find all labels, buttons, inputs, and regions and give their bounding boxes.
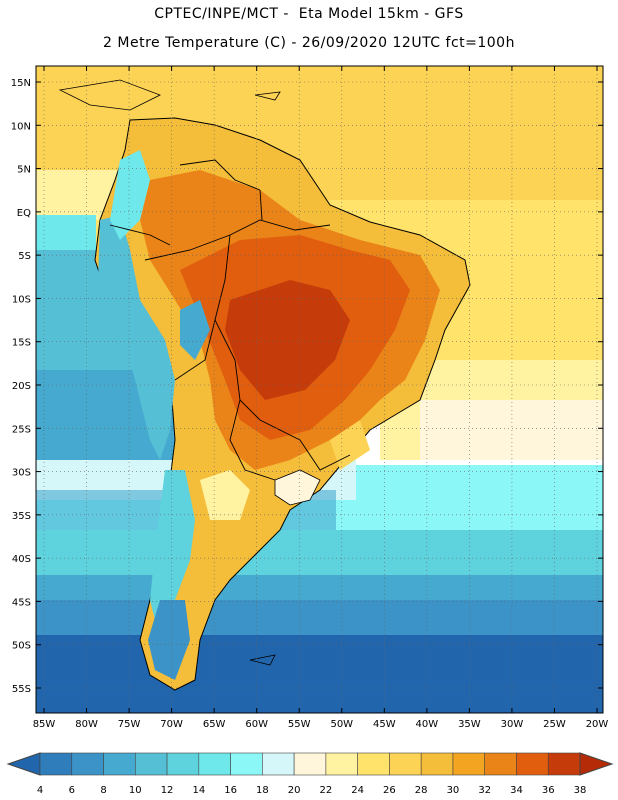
legend-label: 12: [161, 785, 174, 796]
legend-swatch: [262, 752, 295, 776]
title-variable-line: 2 Metre Temperature (C) - 26/09/2020 12U…: [103, 35, 515, 51]
legend-label: 30: [447, 785, 460, 796]
legend-swatch: [547, 752, 581, 776]
lon-label: 80W: [75, 719, 98, 730]
lon-label: 55W: [288, 719, 311, 730]
legend-swatch: [484, 752, 517, 776]
legend-label: 26: [383, 785, 396, 796]
legend-arrow-high: [579, 752, 614, 776]
legend-swatch: [420, 752, 454, 776]
legend-label: 24: [351, 785, 364, 796]
legend-label: 28: [415, 785, 428, 796]
legend-swatch: [71, 752, 104, 776]
lat-label: 40S: [12, 554, 31, 565]
legend-swatch: [516, 752, 549, 776]
legend-label: 10: [129, 785, 142, 796]
land-south-america: [94, 117, 471, 691]
lon-label: 30W: [501, 719, 524, 730]
legend-label: 8: [100, 785, 106, 796]
lat-label: 25S: [12, 424, 31, 435]
lon-label: 50W: [330, 719, 353, 730]
legend-swatch: [357, 752, 390, 776]
lon-label: 35W: [458, 719, 481, 730]
lon-label: 25W: [543, 719, 566, 730]
legend-label: 36: [542, 785, 555, 796]
legend-swatch: [198, 752, 231, 776]
lat-label: 10S: [12, 294, 31, 305]
lat-label: 30S: [12, 468, 31, 479]
legend-swatch: [39, 752, 73, 776]
temperature-map: 15N 10N 5N EQ 5S 10S 15S 20S 25S 30S 35S…: [11, 65, 609, 730]
legend-swatch: [166, 752, 200, 776]
lon-label: 70W: [160, 719, 183, 730]
legend-label: 16: [224, 785, 237, 796]
legend-swatches: [6, 752, 614, 776]
lat-lon-grid: [36, 66, 603, 713]
legend-swatch: [389, 752, 422, 776]
islands: [58, 79, 281, 666]
lon-label: 20W: [586, 719, 609, 730]
lat-label: 15S: [12, 338, 31, 349]
legend-swatch: [134, 752, 168, 776]
lat-label: 35S: [12, 511, 31, 522]
legend-swatch: [325, 752, 358, 776]
legend-swatch: [452, 752, 486, 776]
lon-label: 40W: [416, 719, 439, 730]
longitude-labels: 85W 80W 75W 70W 65W 60W 55W 50W 45W 40W …: [33, 719, 609, 730]
legend-label: 4: [37, 785, 43, 796]
legend-label: 20: [288, 785, 301, 796]
lat-label: 10N: [11, 121, 31, 132]
legend-arrow-low: [6, 752, 41, 776]
lat-label: 5S: [18, 251, 31, 262]
legend-label: 38: [574, 785, 587, 796]
color-scale-legend: 4 6 8 10 12 14 16 18 20 22 24 26 28 30 3…: [6, 752, 614, 796]
legend-label: 32: [478, 785, 491, 796]
legend-swatch: [230, 752, 263, 776]
legend-label: 18: [256, 785, 269, 796]
axis-ticks: [36, 66, 603, 713]
lat-label: 5N: [17, 165, 31, 176]
legend-label: 6: [69, 785, 75, 796]
lat-label: 55S: [12, 684, 31, 695]
lon-label: 65W: [203, 719, 226, 730]
legend-label: 14: [192, 785, 205, 796]
lat-label: 50S: [12, 641, 31, 652]
legend-labels: 4 6 8 10 12 14 16 18 20 22 24 26 28 30 3…: [37, 785, 587, 796]
lon-label: 45W: [373, 719, 396, 730]
legend-swatch: [293, 752, 327, 776]
legend-label: 34: [510, 785, 523, 796]
title-model-line: CPTEC/INPE/MCT - Eta Model 15km - GFS: [154, 6, 464, 22]
lat-label: 15N: [11, 78, 31, 89]
legend-swatch: [103, 752, 136, 776]
lat-label: EQ: [17, 208, 31, 219]
legend-label: 22: [320, 785, 333, 796]
lat-label: 20S: [12, 381, 31, 392]
lon-label: 60W: [245, 719, 268, 730]
latitude-labels: 15N 10N 5N EQ 5S 10S 15S 20S 25S 30S 35S…: [11, 78, 31, 695]
lon-label: 75W: [118, 719, 141, 730]
map-frame: [35, 65, 604, 714]
lat-label: 45S: [12, 597, 31, 608]
lon-label: 85W: [33, 719, 56, 730]
country-borders: [109, 159, 351, 481]
